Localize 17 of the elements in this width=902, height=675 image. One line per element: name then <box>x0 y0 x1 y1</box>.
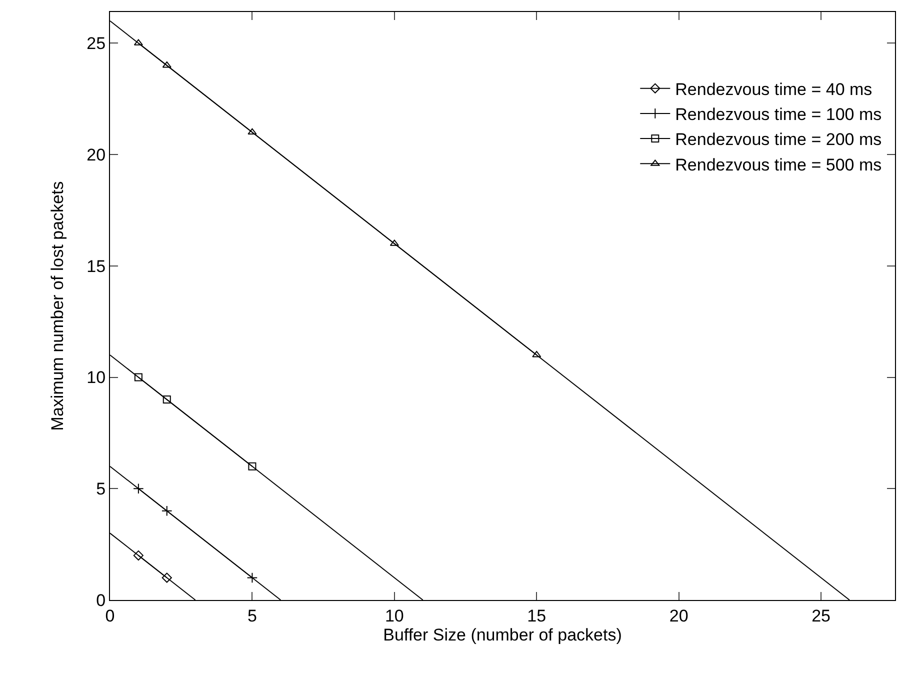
x-tick-label: 25 <box>812 606 831 626</box>
x-tick-label: 10 <box>384 606 404 626</box>
x-tick-label: 15 <box>527 606 546 626</box>
legend-label: Rendezvous time = 100 ms <box>675 105 882 124</box>
y-tick-label: 15 <box>86 256 106 276</box>
legend-label: Rendezvous time = 200 ms <box>675 130 882 150</box>
legend-label: Rendezvous time = 500 ms <box>675 155 882 174</box>
x-tick-label: 20 <box>669 606 688 626</box>
y-tick-label: 25 <box>86 34 106 54</box>
x-axis-title: Buffer Size (number of packets) <box>383 625 622 644</box>
y-tick-label: 0 <box>96 590 106 610</box>
y-axis-title: Maximum number of lost packets <box>48 181 68 431</box>
y-tick-label: 10 <box>86 368 106 388</box>
x-tick-label: 5 <box>247 606 257 626</box>
y-tick-label: 5 <box>96 480 106 499</box>
y-tick-label: 20 <box>86 146 106 164</box>
legend-label: Rendezvous time = 40 ms <box>675 80 872 99</box>
